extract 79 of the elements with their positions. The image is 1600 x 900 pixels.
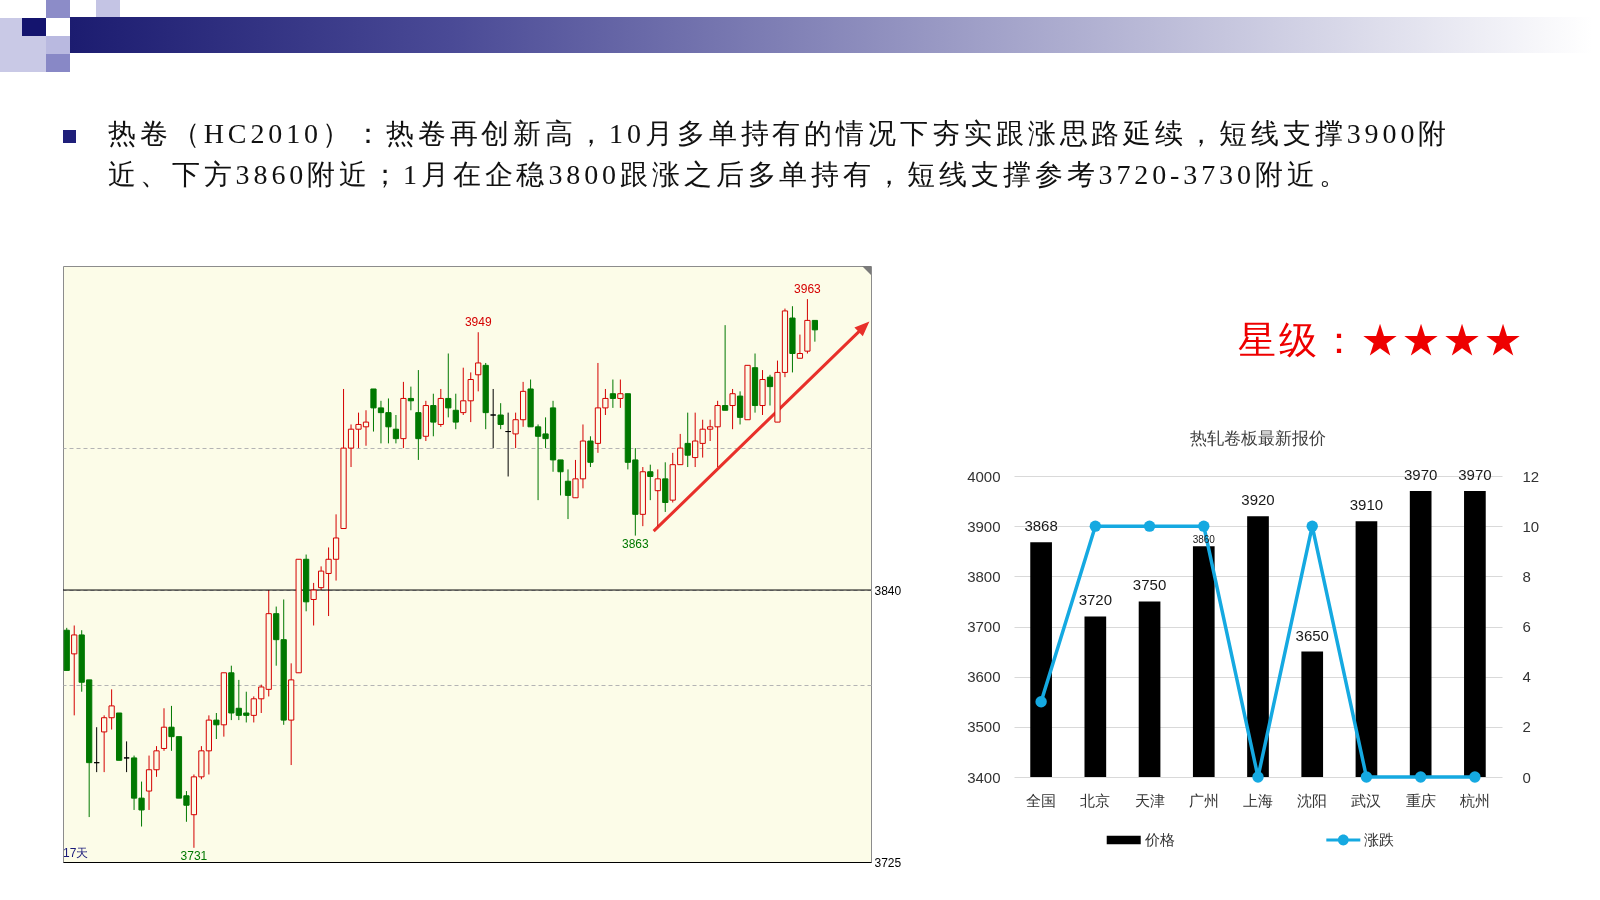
candlestick <box>662 461 669 513</box>
annotation: 17天 <box>63 846 89 860</box>
candlestick <box>684 412 691 468</box>
point <box>1035 696 1047 708</box>
candlestick <box>587 435 594 468</box>
text: 热卷（HC2010）：热卷再创新高，10月多单持有的情况下夯实跟涨思路延续，短线支撑3900附近、下方3860附近；1月在企稳3800跟涨之后多单持有，短线支撑参考3720-3730附近。 <box>108 117 1452 192</box>
chart-title: 热轧卷板最新报价 <box>1190 429 1326 449</box>
candlestick <box>407 386 415 411</box>
legend-label: 价格 <box>1143 831 1175 848</box>
annotation: 3949 <box>464 315 492 330</box>
y-tick-label: 3725 <box>874 855 902 870</box>
y2-tick-label: 10 <box>1522 517 1540 535</box>
candlestick <box>796 334 804 359</box>
point <box>1089 520 1102 532</box>
x-tick-label: 武汉 <box>1351 791 1382 809</box>
candlestick <box>766 374 774 407</box>
point <box>1143 520 1156 532</box>
data-label: 3750 <box>1132 576 1167 594</box>
candlestick <box>71 624 78 716</box>
data-label: 3970 <box>1403 466 1438 484</box>
candlestick <box>213 712 220 740</box>
data-label: 3970 <box>1458 466 1492 484</box>
candlestick <box>310 582 317 626</box>
y-tick-label: 3840 <box>874 583 902 598</box>
y2-tick-label: 2 <box>1522 718 1531 736</box>
candlestick <box>609 379 617 409</box>
candlestick <box>490 388 497 449</box>
y-tick-label: 3600 <box>967 668 1001 686</box>
data-label: 3868 <box>1024 517 1058 535</box>
candlestick <box>647 464 654 501</box>
candlestick <box>452 393 459 430</box>
candlestick <box>160 707 168 752</box>
point <box>1306 520 1318 532</box>
x-tick-label: 重庆 <box>1405 791 1436 809</box>
y2-tick-label: 6 <box>1522 618 1531 635</box>
y-tick-label: 3500 <box>967 718 1001 736</box>
candlestick <box>392 414 400 444</box>
data-label: 3910 <box>1349 496 1384 514</box>
x-tick-label: 上海 <box>1243 791 1273 809</box>
candlestick <box>564 468 572 520</box>
data-label: 3650 <box>1295 626 1329 644</box>
point <box>1469 771 1481 783</box>
candlestick <box>617 379 624 409</box>
x-tick-label: 广州 <box>1188 791 1219 809</box>
y2-tick-label: 8 <box>1522 567 1531 585</box>
y-tick-label: 3700 <box>967 618 1001 635</box>
x-tick-label: 沈阳 <box>1297 791 1328 809</box>
point <box>1252 771 1264 783</box>
x-tick-label: 天津 <box>1134 791 1165 809</box>
y2-tick-label: 4 <box>1522 668 1531 686</box>
candlestick <box>721 324 729 411</box>
candlestick <box>475 331 482 392</box>
text: 星级：★★★★ <box>1238 318 1526 363</box>
x-tick-label: 全国 <box>1026 791 1057 809</box>
candlestick <box>729 388 736 430</box>
candlestick <box>654 468 661 527</box>
y2-tick-label: 0 <box>1522 768 1531 786</box>
candlestick <box>445 353 452 418</box>
point <box>1360 771 1373 783</box>
candlestick <box>736 390 744 425</box>
candlestick <box>497 402 504 430</box>
annotation: 3863 <box>621 536 649 551</box>
data-label: 3720 <box>1078 591 1113 609</box>
data-label: 3920 <box>1241 491 1275 509</box>
candlestick <box>430 393 437 437</box>
y-tick-label: 3900 <box>967 517 1001 535</box>
y2-tick-label: 12 <box>1522 467 1540 485</box>
annotation: 3731 <box>180 848 208 863</box>
y-tick-label: 3400 <box>967 768 1001 786</box>
y-tick-label: 4000 <box>967 467 1001 485</box>
point <box>1414 771 1427 783</box>
annotation: 3963 <box>794 282 822 297</box>
point <box>1198 520 1210 532</box>
candlestick <box>123 740 130 773</box>
y-tick-label: 3800 <box>967 567 1001 585</box>
x-tick-label: 北京 <box>1080 791 1111 809</box>
legend-label: 涨跌 <box>1364 831 1395 848</box>
candlestick <box>811 319 819 343</box>
x-tick-label: 杭州 <box>1458 791 1490 809</box>
